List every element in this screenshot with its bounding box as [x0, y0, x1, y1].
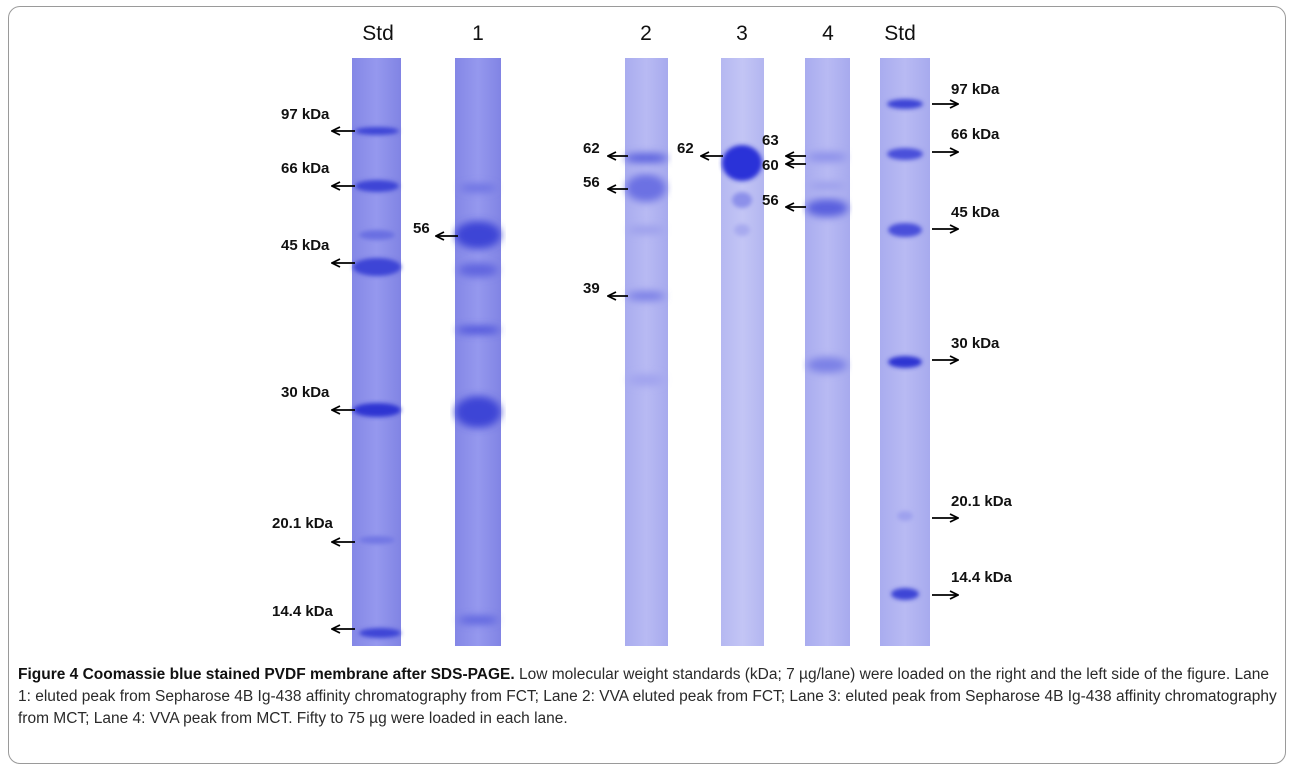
lane-4-arrows	[786, 156, 806, 207]
gel-image	[0, 58, 1290, 646]
marker-left-14: 14.4 kDa	[272, 603, 333, 620]
lane-label-4: 4	[822, 22, 834, 45]
lane-4	[805, 58, 850, 646]
marker-lane2-56: 56	[583, 174, 600, 191]
lane-2-arrows	[608, 156, 628, 296]
right-std-arrows	[932, 104, 958, 595]
lane-std-left	[352, 58, 401, 646]
marker-right-97: 97 kDa	[951, 81, 1000, 98]
marker-right-14: 14.4 kDa	[951, 569, 1012, 586]
left-std-arrows	[332, 131, 355, 629]
marker-lane1-56: 56	[413, 220, 430, 237]
marker-right-45: 45 kDa	[951, 204, 1000, 221]
lane-2	[624, 58, 668, 646]
marker-lane4-63: 63	[762, 132, 779, 149]
marker-right-20: 20.1 kDa	[951, 493, 1012, 510]
marker-left-97: 97 kDa	[281, 106, 330, 123]
marker-right-30: 30 kDa	[951, 335, 1000, 352]
marker-left-20: 20.1 kDa	[272, 515, 333, 532]
lane-label-2: 2	[640, 22, 652, 45]
marker-lane4-56: 56	[762, 192, 779, 209]
caption-title: Figure 4 Coomassie blue stained PVDF mem…	[18, 666, 515, 683]
marker-left-66: 66 kDa	[281, 160, 330, 177]
lane-1	[455, 58, 501, 646]
figure-frame	[8, 6, 1286, 764]
marker-right-66: 66 kDa	[951, 126, 1000, 143]
caption-body: Low molecular weight standards (kDa; 7 µ…	[18, 666, 1277, 727]
marker-lane2-39: 39	[583, 280, 600, 297]
lane-label-std-left: Std	[362, 22, 394, 45]
figure-caption: Figure 4 Coomassie blue stained PVDF mem…	[18, 664, 1280, 730]
lane-label-1: 1	[472, 22, 484, 45]
marker-lane4-60: 60	[762, 157, 779, 174]
marker-lane2-62: 62	[583, 140, 600, 157]
lane-label-std-right: Std	[884, 22, 916, 45]
lane-3	[721, 58, 764, 646]
marker-left-30: 30 kDa	[281, 384, 330, 401]
marker-left-45: 45 kDa	[281, 237, 330, 254]
lane-label-3: 3	[736, 22, 748, 45]
marker-lane3-62: 62	[677, 140, 694, 157]
lane-std-right	[880, 58, 930, 646]
